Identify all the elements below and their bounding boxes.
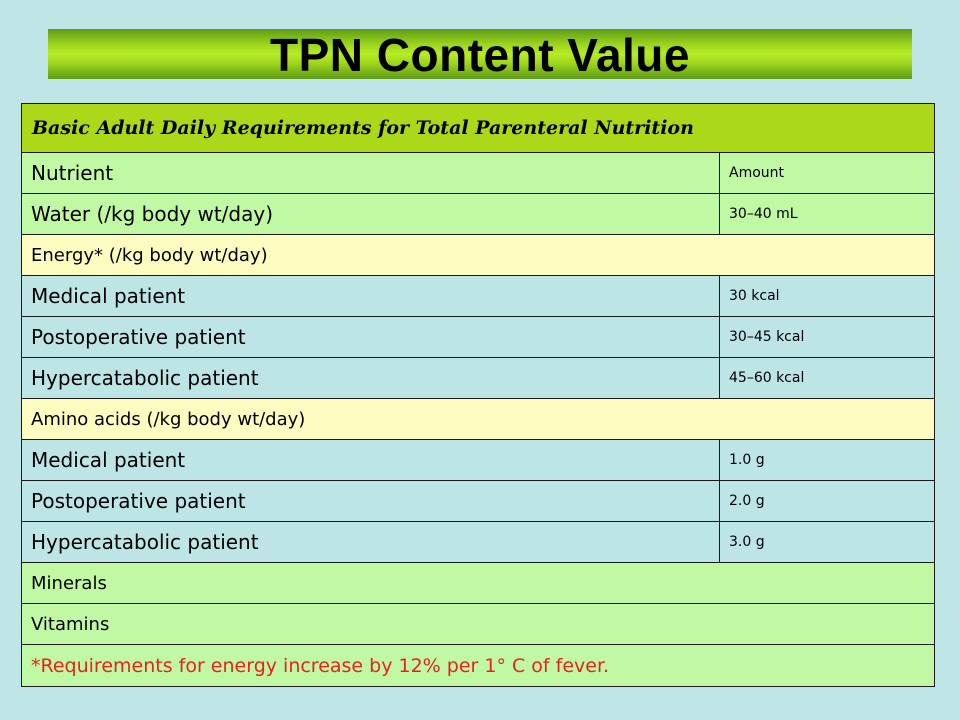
amino-postoperative-label: Postoperative patient (21, 480, 720, 522)
column-header-row: Nutrient Amount (21, 152, 935, 194)
amino-medical-amount: 1.0 g (719, 439, 935, 481)
water-label: Water (/kg body wt/day) (21, 193, 720, 235)
nutrient-header: Nutrient (21, 152, 720, 194)
vitamins-label: Vitamins (21, 603, 935, 645)
energy-medical-amount: 30 kcal (719, 275, 935, 317)
table-row: Medical patient 1.0 g (21, 439, 935, 481)
energy-postoperative-amount: 30–45 kcal (719, 316, 935, 358)
footnote-text: *Requirements for energy increase by 12%… (21, 644, 935, 687)
table-caption: Basic Adult Daily Requirements for Total… (21, 103, 935, 153)
amino-hypercatabolic-label: Hypercatabolic patient (21, 521, 720, 563)
page-title: TPN Content Value (270, 29, 690, 81)
amino-medical-label: Medical patient (21, 439, 720, 481)
energy-hypercatabolic-label: Hypercatabolic patient (21, 357, 720, 399)
table-row: Postoperative patient 30–45 kcal (21, 316, 935, 358)
energy-postoperative-label: Postoperative patient (21, 316, 720, 358)
section-heading-row: Energy* (/kg body wt/day) (21, 234, 935, 276)
table-row: Vitamins (21, 603, 935, 645)
requirements-table: Basic Adult Daily Requirements for Total… (21, 103, 935, 687)
table-row: Medical patient 30 kcal (21, 275, 935, 317)
amount-header: Amount (719, 152, 935, 194)
amino-heading: Amino acids (/kg body wt/day) (21, 398, 935, 440)
title-banner: TPN Content Value (48, 29, 912, 79)
table-caption-row: Basic Adult Daily Requirements for Total… (21, 103, 935, 153)
footnote-row: *Requirements for energy increase by 12%… (21, 644, 935, 687)
energy-hypercatabolic-amount: 45–60 kcal (719, 357, 935, 399)
energy-heading: Energy* (/kg body wt/day) (21, 234, 935, 276)
table-row: Minerals (21, 562, 935, 604)
table-row: Water (/kg body wt/day) 30–40 mL (21, 193, 935, 235)
energy-medical-label: Medical patient (21, 275, 720, 317)
amino-hypercatabolic-amount: 3.0 g (719, 521, 935, 563)
section-heading-row: Amino acids (/kg body wt/day) (21, 398, 935, 440)
water-amount: 30–40 mL (719, 193, 935, 235)
table-row: Postoperative patient 2.0 g (21, 480, 935, 522)
table-row: Hypercatabolic patient 45–60 kcal (21, 357, 935, 399)
table-row: Hypercatabolic patient 3.0 g (21, 521, 935, 563)
amino-postoperative-amount: 2.0 g (719, 480, 935, 522)
minerals-label: Minerals (21, 562, 935, 604)
